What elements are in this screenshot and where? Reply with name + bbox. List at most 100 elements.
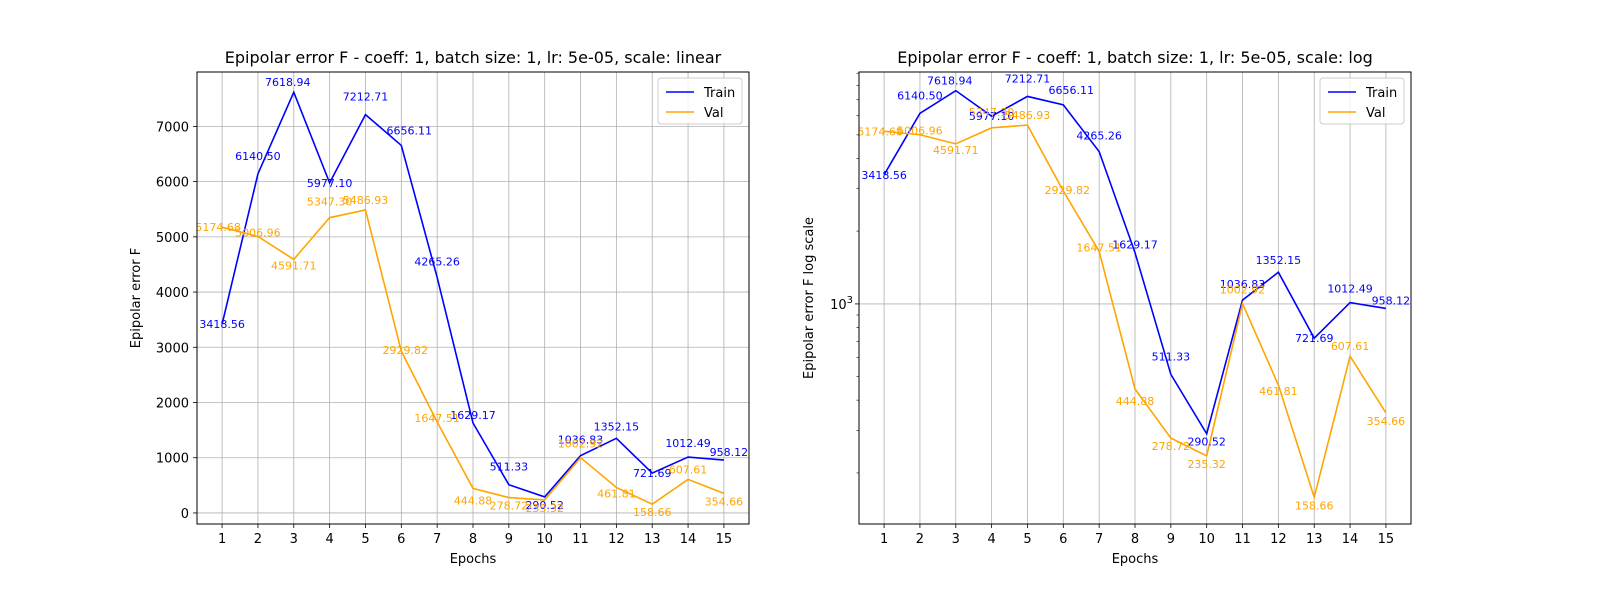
data-label-val: 2929.82 xyxy=(1045,184,1091,197)
data-label-train: 721.69 xyxy=(633,467,672,480)
data-label-val: 158.66 xyxy=(1295,499,1334,512)
data-label-train: 1036.83 xyxy=(558,434,604,447)
data-label-val: 158.66 xyxy=(633,506,672,519)
x-tick-label: 9 xyxy=(505,532,513,547)
y-tick-label: 0 xyxy=(181,507,189,522)
y-tick-label: 7000 xyxy=(156,120,189,135)
data-label-train: 290.52 xyxy=(525,499,564,512)
x-tick-label: 10 xyxy=(1198,532,1215,547)
data-label-val: 461.81 xyxy=(1259,385,1298,398)
data-label-train: 7212.71 xyxy=(1005,72,1051,85)
legend-train-label: Train xyxy=(1365,86,1397,101)
y-axis-ticks: 103 xyxy=(830,72,859,474)
y-axis-label: Epipolar error F xyxy=(129,248,144,348)
x-tick-label: 3 xyxy=(290,532,298,547)
x-tick-label: 2 xyxy=(916,532,924,547)
data-label-train: 1036.83 xyxy=(1220,278,1266,291)
x-tick-label: 1 xyxy=(218,532,226,547)
x-tick-label: 12 xyxy=(1270,532,1287,547)
series-val-line xyxy=(221,209,725,506)
data-label-train: 6656.11 xyxy=(387,124,433,137)
series-train-line xyxy=(221,90,724,498)
legend-train-label: Train xyxy=(703,86,735,101)
x-axis-label: Epochs xyxy=(1112,552,1159,567)
data-label-val: 5486.93 xyxy=(343,194,389,207)
data-label-val: 278.72 xyxy=(1152,440,1191,453)
data-label-train: 1352.15 xyxy=(594,420,640,433)
data-label-val: 444.88 xyxy=(454,494,493,507)
chart-title: Epipolar error F - coeff: 1, batch size:… xyxy=(897,48,1373,67)
y-tick-label: 2000 xyxy=(156,397,189,412)
x-tick-label: 10 xyxy=(536,532,553,547)
y-axis-label: Epipolar error F log scale xyxy=(802,217,817,379)
data-label-train: 7618.94 xyxy=(265,76,311,89)
data-label-train: 6140.50 xyxy=(235,150,281,163)
x-tick-label: 8 xyxy=(469,532,477,547)
legend: Train Val xyxy=(1319,77,1405,125)
x-axis-ticks: 1 2 3 4 5 6 7 8 9 10 11 12 13 14 15 xyxy=(218,524,732,547)
data-label-val: 607.61 xyxy=(669,463,708,476)
x-tick-label: 7 xyxy=(1095,532,1103,547)
x-tick-label: 1 xyxy=(880,532,888,547)
legend-box xyxy=(657,77,743,125)
data-label-val: 5174.68 xyxy=(857,125,903,138)
legend: Train Val xyxy=(657,77,743,125)
data-label-val: 5006.96 xyxy=(897,125,943,138)
data-label-val: 4591.71 xyxy=(271,259,317,272)
data-label-val: 5347.30 xyxy=(307,196,353,209)
data-label-val: 235.32 xyxy=(525,502,564,515)
linear-chart: 3418.56 6140.50 7618.94 5977.10 7212.71 6656.… xyxy=(129,48,750,567)
x-tick-label: 5 xyxy=(361,532,369,547)
series-val-line xyxy=(884,124,1387,501)
data-label-val: 235.32 xyxy=(1187,458,1226,471)
x-tick-label: 6 xyxy=(397,532,405,547)
x-tick-label: 14 xyxy=(680,532,697,547)
y-tick-label: 3000 xyxy=(156,341,189,356)
legend-val-label: Val xyxy=(1366,106,1385,121)
data-label-train: 7212.71 xyxy=(343,91,389,104)
chart-title: Epipolar error F - coeff: 1, batch size:… xyxy=(225,48,722,67)
data-label-val: 5486.93 xyxy=(1005,109,1051,122)
data-label-val: 5347.30 xyxy=(969,106,1015,119)
data-label-val: 1002.92 xyxy=(1220,284,1266,297)
legend-val-label: Val xyxy=(704,106,723,121)
x-axis-label: Epochs xyxy=(450,552,497,567)
grid-lines xyxy=(859,72,1411,524)
x-tick-label: 12 xyxy=(608,532,625,547)
legend-box xyxy=(1319,77,1405,125)
x-tick-label: 2 xyxy=(254,532,262,547)
series-train-line xyxy=(883,89,1387,436)
data-label-train: 1629.17 xyxy=(450,409,496,422)
data-label-val: 5006.96 xyxy=(235,226,281,239)
x-tick-label: 13 xyxy=(1306,532,1323,547)
data-label-val: 1002.92 xyxy=(558,438,604,451)
data-label-train: 1629.17 xyxy=(1112,239,1158,252)
data-label-val: 1647.51 xyxy=(1076,241,1122,254)
data-label-train: 958.12 xyxy=(1372,294,1411,307)
data-label-train: 290.52 xyxy=(1187,436,1226,449)
data-label-train: 1012.49 xyxy=(665,437,711,450)
point-labels: 3418.56 6140.50 7618.94 5977.10 7212.71 6656.… xyxy=(195,76,748,519)
data-label-val: 354.66 xyxy=(705,495,744,508)
y-axis-ticks: 0 1000 2000 3000 4000 5000 6000 7000 xyxy=(156,120,197,522)
data-label-val: 2929.82 xyxy=(383,344,429,357)
y-tick-label: 1000 xyxy=(156,452,189,467)
data-label-val: 5174.68 xyxy=(195,221,241,234)
data-label-val: 1647.51 xyxy=(414,412,460,425)
data-label-train: 3418.56 xyxy=(861,169,907,182)
x-tick-label: 7 xyxy=(433,532,441,547)
x-tick-label: 4 xyxy=(987,532,995,547)
x-tick-label: 3 xyxy=(952,532,960,547)
data-label-val: 444.88 xyxy=(1116,395,1155,408)
y-tick-label: 103 xyxy=(830,295,853,313)
x-tick-label: 11 xyxy=(572,532,589,547)
x-tick-label: 15 xyxy=(716,532,733,547)
grid-lines xyxy=(197,72,749,524)
data-label-train: 1352.15 xyxy=(1256,254,1302,267)
data-label-train: 511.33 xyxy=(1152,350,1191,363)
x-tick-label: 13 xyxy=(644,532,661,547)
series-lines xyxy=(883,89,1387,501)
data-label-val: 607.61 xyxy=(1331,340,1370,353)
